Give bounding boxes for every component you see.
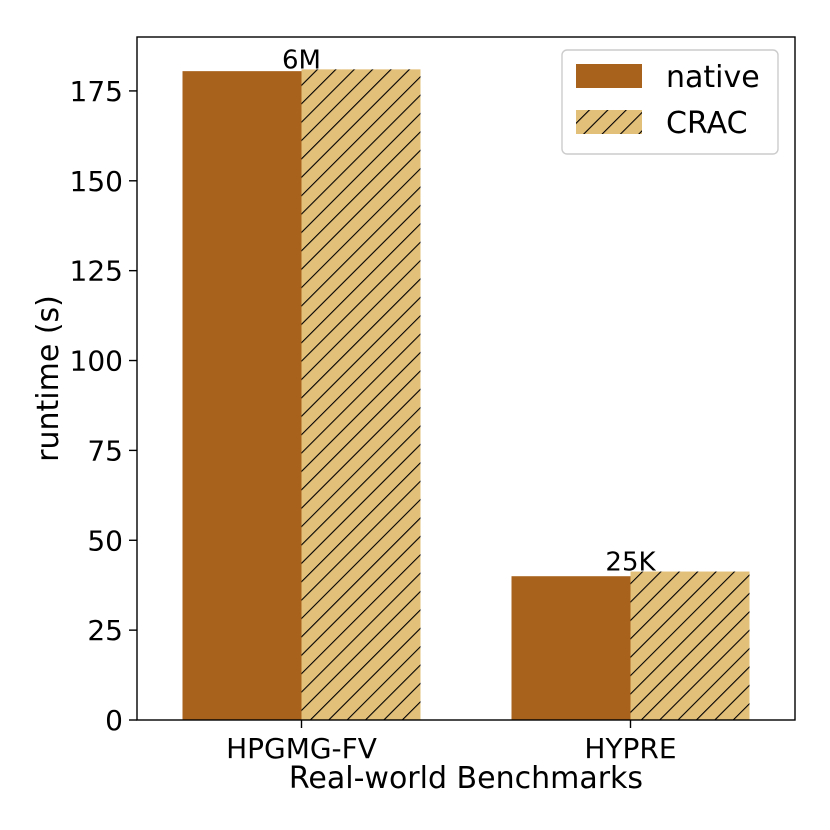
- y-tick-label: 150: [70, 165, 123, 198]
- y-tick-label: 25: [87, 614, 123, 647]
- bars: [182, 69, 750, 720]
- bar-native-hpgmg-fv: [182, 71, 302, 720]
- legend-label-crac: CRAC: [666, 106, 748, 141]
- y-tick-label: 0: [105, 704, 123, 737]
- bar-crac-hpgmg-fv: [301, 69, 421, 720]
- legend-swatch-native: [576, 64, 642, 88]
- legend-label-native: native: [666, 60, 760, 95]
- y-tick-label: 100: [70, 345, 123, 378]
- y-axis: 0 25 50 75 100 125 150 175: [70, 75, 137, 737]
- y-tick-label: 175: [70, 75, 123, 108]
- bar-annotation: 6M: [282, 45, 321, 75]
- legend-swatch-crac: [576, 110, 642, 134]
- bar-annotation: 25K: [605, 548, 656, 578]
- y-tick-label: 125: [70, 255, 123, 288]
- x-axis-label: Real-world Benchmarks: [289, 761, 643, 796]
- y-axis-label: runtime (s): [31, 295, 66, 462]
- bar-crac-hypre: [630, 571, 750, 720]
- y-tick-label: 50: [87, 524, 123, 557]
- bar-native-hypre: [511, 576, 631, 720]
- x-tick-label: HPGMG-FV: [226, 732, 377, 765]
- plot-frame: [136, 36, 796, 721]
- annotations: 6M 25K: [282, 45, 657, 577]
- x-axis: HPGMG-FV HYPRE: [226, 720, 677, 765]
- x-tick-label: HYPRE: [584, 732, 676, 765]
- y-tick-label: 75: [87, 434, 123, 467]
- legend: native CRAC: [561, 49, 779, 155]
